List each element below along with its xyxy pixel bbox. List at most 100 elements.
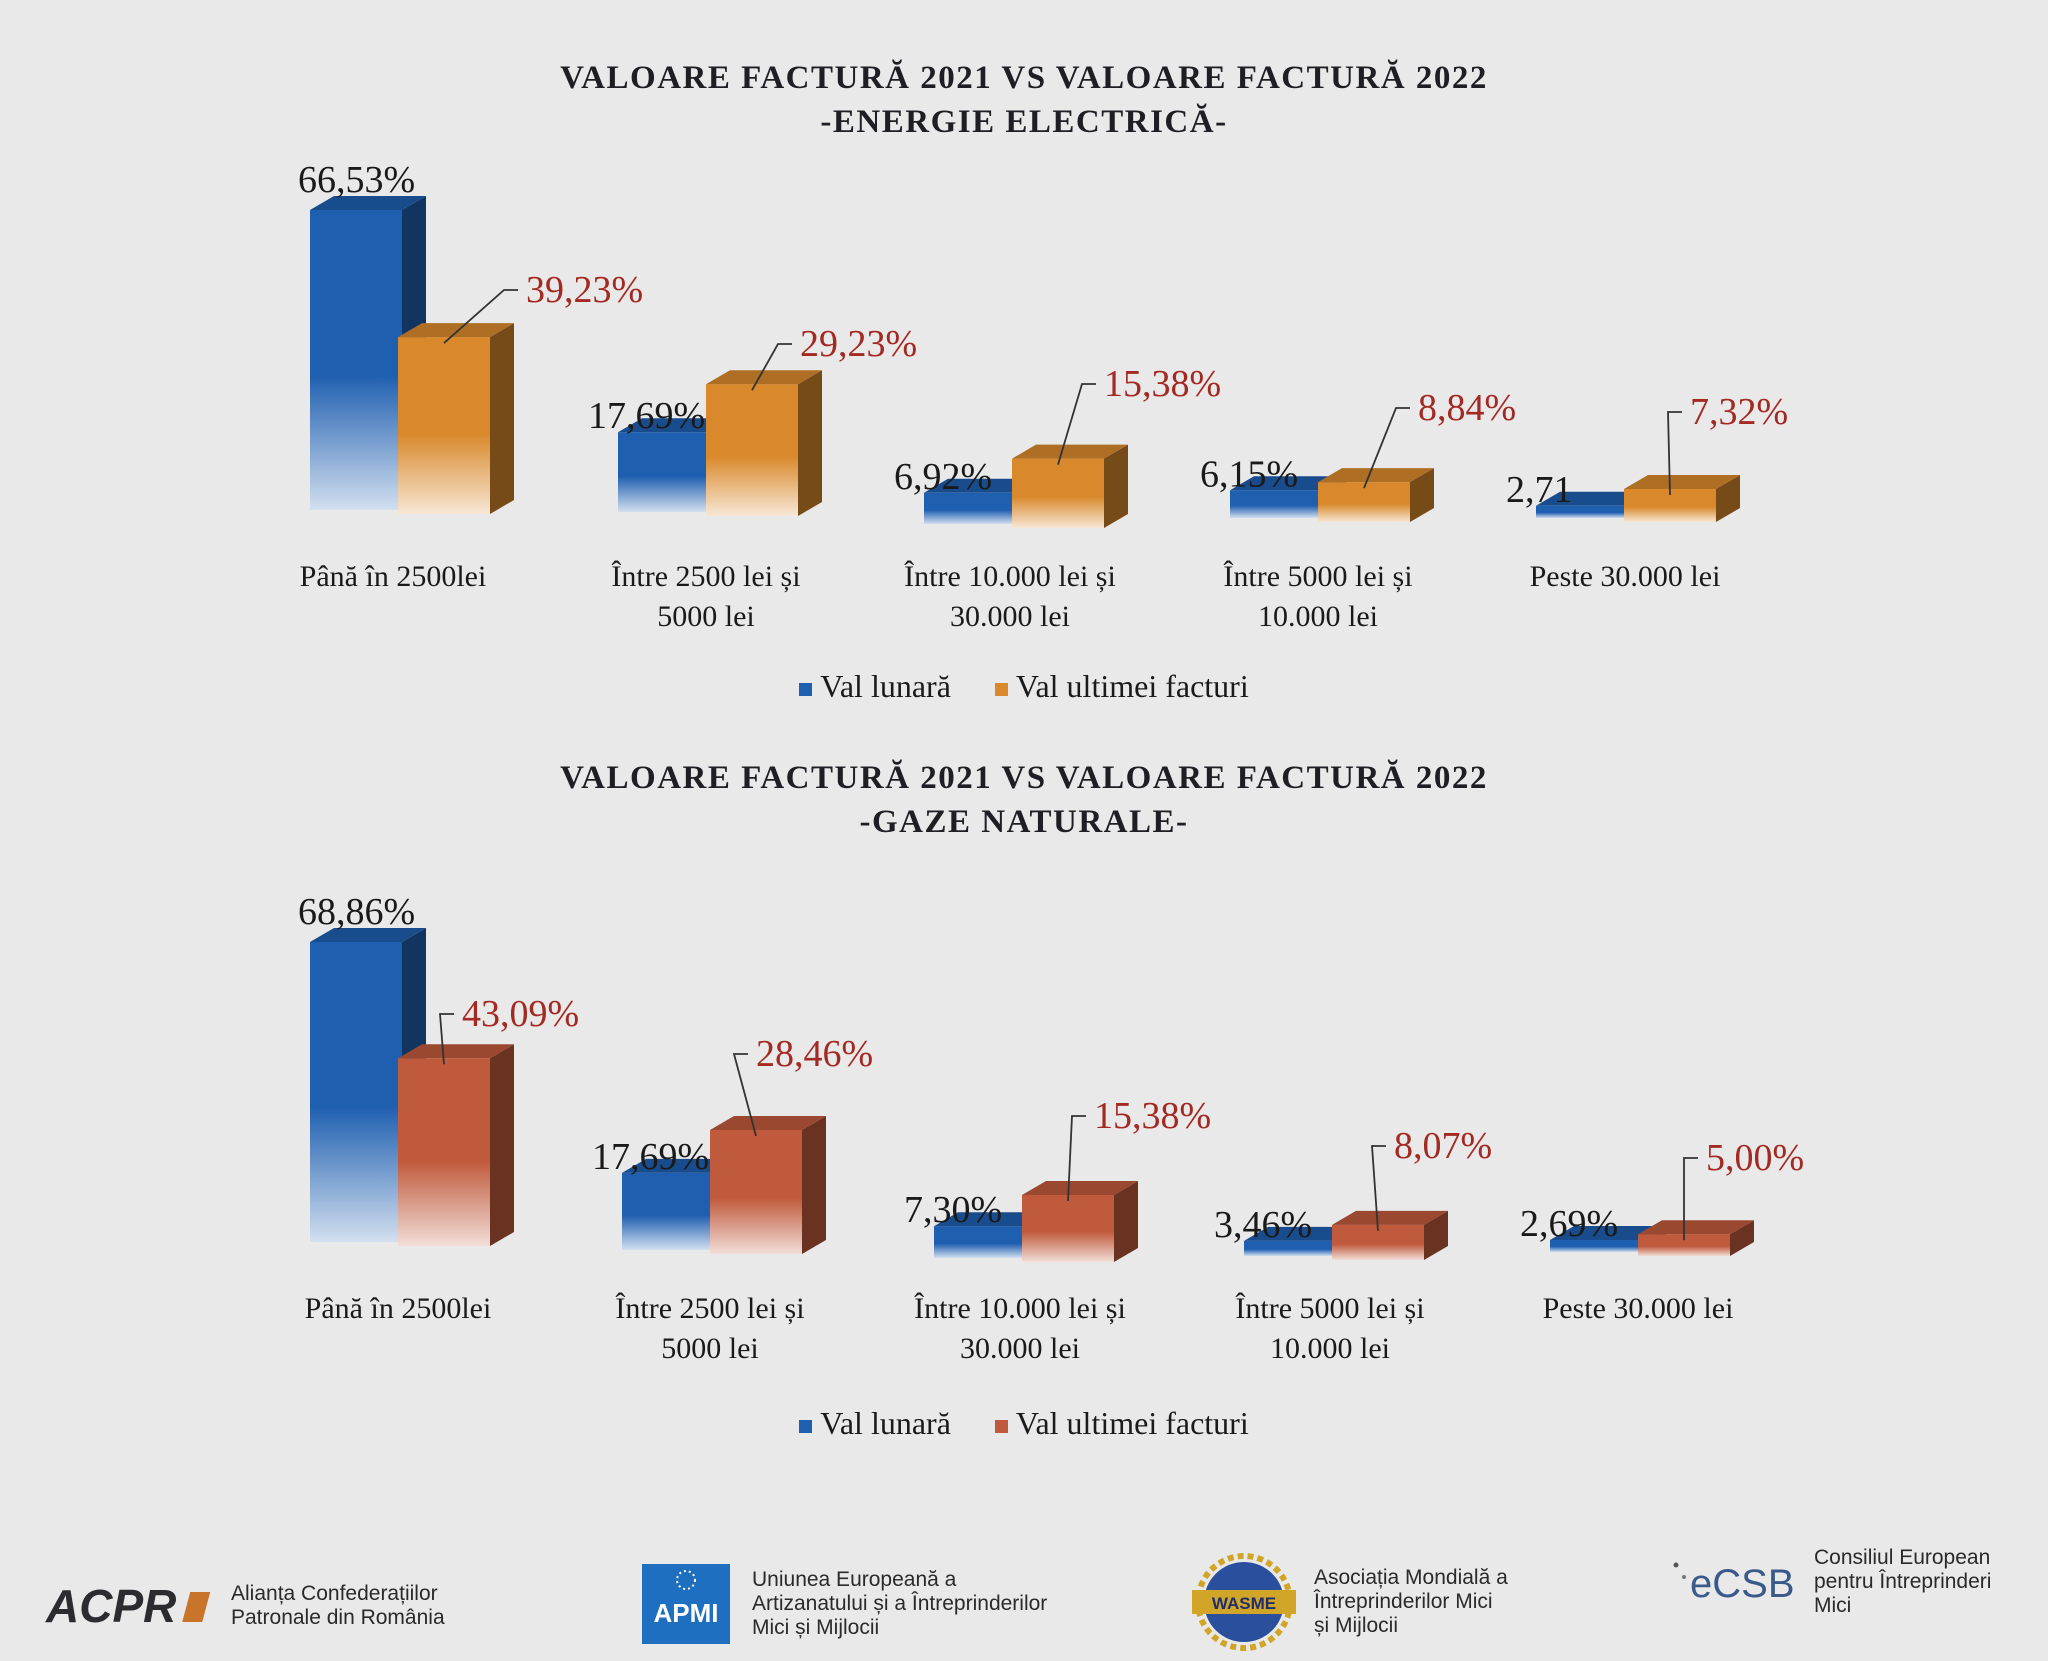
org-wasme: WASME Asociația Mondială a Întreprinderi…	[1188, 1552, 1508, 1652]
chart1-legend-label-b: Val ultimei facturi	[1015, 668, 1249, 704]
chart1-legend: Val lunară Val ultimei facturi	[0, 668, 2048, 705]
chart1-leader-line-2	[1057, 383, 1096, 465]
chart1-legend-swatch-b	[994, 683, 1008, 697]
chart1-value-label-2-0: 6,92%	[894, 456, 992, 498]
chart2-bar-side-3-1	[1424, 1210, 1448, 1260]
chart1-category-label-2-0: Între 10.000 lei și	[904, 560, 1116, 593]
org-apmi: APMI Uniunea Europeană a Artizanatului ș…	[642, 1560, 1047, 1648]
apmi-name-line1: Uniunea Europeană a	[752, 1568, 957, 1591]
chart1-group-3: 6,15% 8,84% Între 5000 lei și 10.000 lei	[1200, 387, 1516, 633]
chart1-category-label-1-1: 5000 lei	[657, 600, 755, 633]
chart2-plot: 68,86% 43,09% Până în 2500lei 17,69% 28,46% Î…	[298, 891, 1804, 1365]
chart1-group-1: 17,69% 29,23% Între 2500 lei și 5000 lei	[588, 323, 917, 633]
chart2-category-label-3-1: 10.000 lei	[1270, 1332, 1390, 1365]
chart1-bar-side-3-1	[1410, 468, 1434, 522]
chart2-title-line: VALOARE FACTURĂ 2021 VS VALOARE FACTURĂ …	[560, 760, 1488, 796]
chart2-bar-0-1	[398, 1044, 514, 1246]
chart2-legend-series-a: Val lunară	[799, 1405, 951, 1442]
chart2-leader-line-4	[1683, 1157, 1698, 1241]
chart1-bar-side-4-1	[1716, 474, 1740, 522]
chart2-value-label-0-1: 43,09%	[462, 993, 579, 1035]
wasme-name-line2: Întreprinderilor Mici	[1314, 1590, 1493, 1613]
chart2-value-label-3-0: 3,46%	[1214, 1204, 1312, 1246]
chart1-category-label-1-0: Între 2500 lei și	[611, 560, 800, 593]
chart2-bar-front-2-1	[1022, 1194, 1114, 1262]
chart2-category-label-1-1: 5000 lei	[661, 1332, 759, 1365]
chart2-value-label-2-1: 15,38%	[1094, 1095, 1211, 1137]
chart1-bar-front-0-0	[310, 210, 402, 510]
chart2-group-2: 7,30% 15,38% Între 10.000 lei și 30.000 lei	[904, 1095, 1211, 1365]
chart1-bar-front-4-0	[1536, 505, 1628, 518]
chart2-value-label-4-0: 2,69%	[1520, 1203, 1618, 1245]
chart1-bar-front-1-0	[618, 432, 710, 512]
chart1-category-label-3-1: 10.000 lei	[1258, 600, 1378, 633]
apmi-logo-stars	[676, 1570, 696, 1590]
apmi-name-line3: Mici și Mijlocii	[752, 1616, 880, 1639]
chart2-bar-front-4-0	[1550, 1240, 1642, 1252]
chart1-bar-front-2-0	[924, 492, 1016, 524]
acpr-logo-text: ACPR	[45, 1580, 176, 1632]
chart1-bar-top-1-1	[706, 370, 822, 385]
chart2-bar-top-1-1	[710, 1116, 826, 1131]
chart1-bar-top-2-1	[1012, 444, 1128, 459]
chart2-bar-top-1-0	[622, 1158, 738, 1173]
chart2-legend-label-b: Val ultimei facturi	[1015, 1405, 1249, 1441]
acpr-logo-accent	[182, 1592, 211, 1622]
acpr-name-line1: Alianța Confederațiilor	[231, 1582, 438, 1605]
chart1-leader-line-0	[443, 289, 518, 344]
ecsb-name-line1: Consiliul European	[1814, 1546, 1991, 1569]
chart1-value-label-1-0: 17,69%	[588, 395, 705, 437]
acpr-name-line2: Patronale din România	[231, 1606, 445, 1629]
chart1-leader-line-3	[1363, 407, 1410, 489]
chart1-bar-3-0	[1230, 476, 1346, 518]
chart2-bar-front-4-1	[1638, 1234, 1730, 1256]
chart2-category-label-0-0: Până în 2500lei	[305, 1292, 492, 1325]
ecsb-name-line3: Mici	[1814, 1594, 1852, 1617]
org-acpr: ACPR Alianța Confederațiilor Patronale d…	[44, 1578, 445, 1634]
apmi-logo-bg	[642, 1564, 730, 1644]
chart1-leader-line-4	[1667, 411, 1682, 496]
chart2-bar-front-0-0	[310, 942, 402, 1242]
chart1-bar-top-1-0	[618, 418, 734, 433]
chart1-bar-1-1	[706, 370, 822, 516]
wasme-name-line1: Asociația Mondială a	[1314, 1566, 1508, 1589]
chart2-title: VALOARE FACTURĂ 2021 VS VALOARE FACTURĂ …	[0, 756, 2048, 844]
chart2-category-label-1-0: Între 2500 lei și	[615, 1292, 804, 1325]
apmi-logo-text: APMI	[654, 1598, 719, 1628]
chart1-value-label-4-1: 7,32%	[1690, 391, 1788, 433]
chart1-bar-top-4-0	[1536, 491, 1652, 506]
chart2-bar-top-4-0	[1550, 1226, 1666, 1240]
chart1-value-label-2-1: 15,38%	[1104, 363, 1221, 405]
chart1-value-label-0-1: 39,23%	[526, 269, 643, 311]
chart1-bar-top-2-0	[924, 478, 1040, 493]
chart2-value-label-1-1: 28,46%	[756, 1033, 873, 1075]
chart2-bar-front-2-0	[934, 1226, 1026, 1258]
chart1-legend-label-a: Val lunară	[820, 668, 951, 704]
chart1-leader-line-1	[751, 343, 792, 391]
chart2-value-label-0-0: 68,86%	[298, 891, 415, 933]
chart2-legend: Val lunară Val ultimei facturi	[0, 1405, 2048, 1442]
chart1-bar-side-1-1	[798, 370, 822, 516]
chart2-bar-side-4-1	[1730, 1220, 1754, 1256]
wasme-name: Asociația Mondială a Întreprinderilor Mi…	[1314, 1566, 1508, 1638]
chart1-bar-front-3-0	[1230, 490, 1322, 518]
acpr-name: Alianța Confederațiilor Patronale din Ro…	[231, 1582, 445, 1630]
ecsb-logo-dot	[1673, 1562, 1679, 1568]
chart1-category-label-3-0: Între 5000 lei și	[1223, 560, 1412, 593]
apmi-name: Uniunea Europeană a Artizanatului și a Î…	[752, 1568, 1047, 1640]
chart1-category-label-0-0: Până în 2500lei	[300, 560, 487, 593]
chart1-plot: 66,53% 39,23% Până în 2500lei 17,69% 29,23% Î…	[298, 159, 1788, 633]
chart2-bar-3-1	[1332, 1210, 1448, 1260]
chart1-value-label-1-1: 29,23%	[800, 323, 917, 365]
chart2-leader-line-0	[439, 1013, 454, 1065]
chart2-bar-front-1-0	[622, 1172, 714, 1250]
chart2-bar-top-0-1	[398, 1044, 514, 1059]
chart2-group-0: 68,86% 43,09% Până în 2500lei	[298, 891, 579, 1325]
chart1-legend-swatch-a	[799, 683, 813, 697]
chart1-bar-2-0	[924, 478, 1040, 524]
chart2-legend-series-b: Val ultimei facturi	[994, 1405, 1249, 1442]
ecsb-logo-text: eCSB	[1690, 1562, 1795, 1606]
chart1-bar-side-2-1	[1104, 444, 1128, 528]
chart2-legend-swatch-b	[994, 1420, 1008, 1434]
chart2-group-3: 3,46% 8,07% Între 5000 lei și 10.000 lei	[1214, 1125, 1492, 1365]
